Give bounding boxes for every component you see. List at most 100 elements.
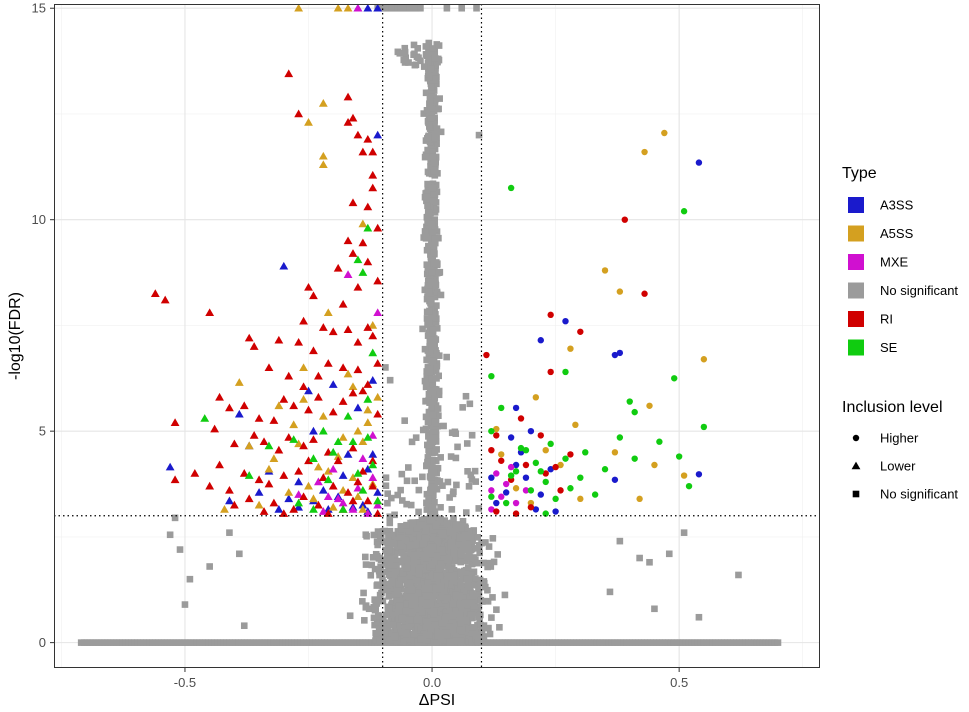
data-point-se-lower xyxy=(373,496,383,505)
data-point-non-significant xyxy=(432,239,439,247)
data-point-non-significant xyxy=(176,546,184,553)
data-point-ri-lower xyxy=(284,433,294,441)
data-point-non-significant xyxy=(398,523,406,530)
data-point-non-significant xyxy=(429,310,437,318)
data-point-non-significant xyxy=(425,50,433,58)
data-point-non-significant xyxy=(426,122,433,130)
data-point-non-significant xyxy=(469,537,476,545)
data-point-non-significant xyxy=(408,610,416,617)
data-point-non-significant xyxy=(431,508,439,515)
data-point-a5ss-higher xyxy=(651,461,658,469)
data-point-non-significant xyxy=(451,607,459,615)
data-point-non-significant xyxy=(434,464,442,472)
data-point-ri-lower xyxy=(353,477,363,486)
data-point-non-significant xyxy=(422,89,430,97)
data-point-ri-lower xyxy=(358,238,368,247)
data-point-non-significant xyxy=(422,151,430,159)
data-point-ri-lower xyxy=(254,475,264,484)
data-point-ri-lower xyxy=(348,388,358,397)
data-point-non-significant xyxy=(430,429,438,436)
data-point-ri-lower xyxy=(239,469,249,477)
data-point-non-significant xyxy=(447,539,454,547)
data-point-se-higher xyxy=(567,485,574,492)
data-point-non-significant xyxy=(468,476,476,483)
data-point-se-lower xyxy=(368,348,378,357)
legend-shape-triangle-icon xyxy=(851,461,861,470)
data-point-non-significant xyxy=(403,564,411,572)
data-point-non-significant xyxy=(424,607,432,615)
plot-border xyxy=(54,4,820,668)
data-point-non-significant xyxy=(399,569,407,577)
data-point-non-significant xyxy=(424,547,432,554)
data-point-non-significant xyxy=(384,624,391,631)
data-point-non-significant xyxy=(485,624,492,632)
data-point-se-lower xyxy=(318,426,328,435)
data-point-ri-higher xyxy=(522,461,530,469)
data-point-ri-lower xyxy=(363,202,373,211)
data-point-non-significant xyxy=(393,558,400,565)
data-point-non-significant xyxy=(382,637,389,645)
data-point-ri-lower xyxy=(264,479,274,488)
data-point-a3ss-lower xyxy=(343,450,353,458)
data-point-non-significant xyxy=(403,600,410,608)
data-point-non-significant xyxy=(424,569,432,577)
data-point-non-significant xyxy=(426,307,433,315)
data-point-non-significant xyxy=(426,288,433,295)
data-point-se-lower xyxy=(348,437,358,446)
data-point-non-significant xyxy=(435,412,442,419)
data-point-non-significant xyxy=(496,623,503,631)
data-point-non-significant xyxy=(361,617,368,624)
data-point-non-significant xyxy=(426,387,434,395)
data-point-non-significant xyxy=(424,278,432,285)
data-point-non-significant xyxy=(411,61,419,69)
data-point-se-lower xyxy=(309,454,318,462)
data-point-non-significant xyxy=(419,473,426,481)
data-point-non-significant xyxy=(431,250,438,257)
data-point-ri-lower xyxy=(353,365,363,374)
data-point-non-significant xyxy=(468,533,475,541)
data-point-non-significant xyxy=(424,180,431,188)
data-point-non-significant xyxy=(385,571,393,578)
data-point-non-significant xyxy=(423,368,431,375)
data-point-non-significant xyxy=(391,540,398,548)
data-point-non-significant xyxy=(420,630,427,638)
data-point-non-significant xyxy=(360,589,367,597)
data-point-a3ss-lower xyxy=(304,386,313,395)
data-point-non-significant xyxy=(428,436,436,443)
data-point-non-significant xyxy=(429,380,437,388)
legend-swatch xyxy=(848,339,864,356)
data-point-non-significant xyxy=(401,417,408,424)
legend-type-label: RI xyxy=(880,312,893,327)
data-point-non-significant xyxy=(403,477,411,485)
data-point-ri-lower xyxy=(368,456,378,465)
data-point-a3ss-higher xyxy=(522,474,530,481)
data-point-ri-higher xyxy=(567,451,574,458)
data-point-non-significant xyxy=(423,602,431,609)
data-point-non-significant xyxy=(411,592,419,599)
data-point-non-significant xyxy=(397,576,405,584)
data-point-a5ss-lower xyxy=(304,481,313,490)
data-point-non-significant xyxy=(371,565,379,573)
data-point-non-significant xyxy=(457,569,464,577)
data-point-non-significant xyxy=(408,546,416,553)
data-point-non-significant xyxy=(400,634,408,642)
data-point-non-significant xyxy=(427,348,434,356)
data-point-a5ss-lower xyxy=(363,418,373,427)
data-point-non-significant xyxy=(432,347,439,354)
data-point-non-significant xyxy=(409,568,417,576)
data-point-non-significant xyxy=(432,199,440,206)
data-point-non-significant xyxy=(446,582,453,589)
data-point-non-significant xyxy=(417,4,424,12)
data-point-mxe-lower xyxy=(353,3,363,12)
data-point-ri-higher xyxy=(557,487,564,494)
data-point-non-significant xyxy=(439,593,446,601)
data-point-se-higher xyxy=(522,446,530,454)
data-point-se-lower xyxy=(244,471,254,479)
data-point-non-significant xyxy=(385,532,392,540)
data-point-non-significant xyxy=(434,477,441,484)
data-point-non-significant xyxy=(391,511,398,519)
data-point-a5ss-lower xyxy=(304,118,313,126)
data-point-ri-lower xyxy=(264,363,274,372)
data-point-se-higher xyxy=(601,466,609,473)
data-point-non-significant xyxy=(361,553,369,561)
